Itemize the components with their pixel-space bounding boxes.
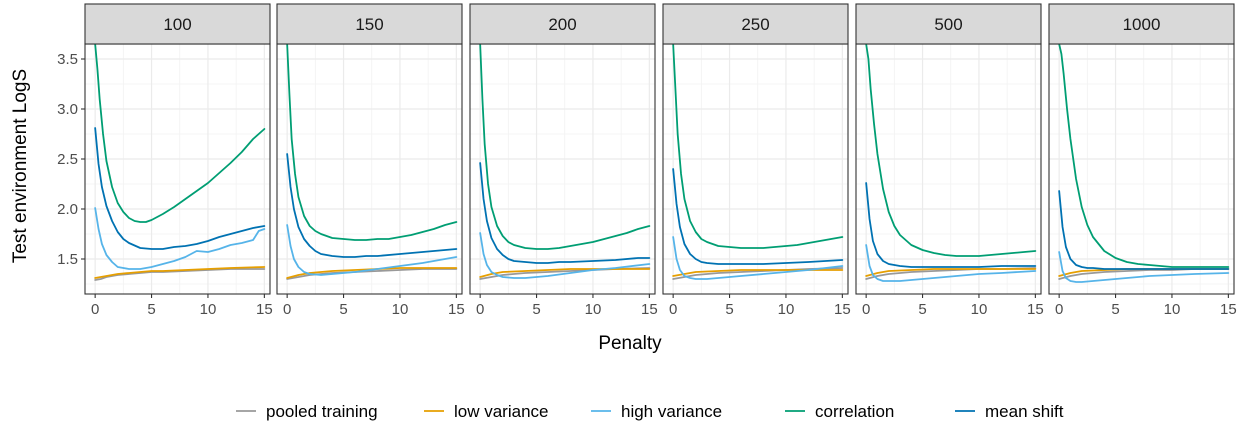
y-axis-title: Test environment LogS	[10, 69, 31, 263]
series-line-pooled-training	[94, 268, 266, 281]
panel-1000: 1000 0 5 10 15	[1048, 3, 1237, 318]
series-line-correlation	[94, 44, 266, 223]
series-line-high-variance	[672, 236, 844, 280]
x-tick-label: 15	[1220, 301, 1237, 318]
series-line-correlation	[865, 44, 1037, 257]
series-group	[865, 44, 1037, 282]
strip-label: 100	[163, 15, 191, 34]
panel-100: 100 0 5 10 15	[84, 3, 273, 318]
panel-background	[856, 44, 1041, 294]
strip-background	[1048, 3, 1235, 45]
y-tick-label: 2.0	[57, 201, 78, 218]
x-tick-label: 0	[862, 301, 870, 318]
x-tick-label: 5	[918, 301, 926, 318]
x-tick-label: 0	[669, 301, 677, 318]
series-line-low-variance	[865, 268, 1037, 277]
x-tick-label: 0	[91, 301, 99, 318]
series-line-high-variance	[94, 207, 266, 270]
x-tick-label: 5	[147, 301, 155, 318]
series-line-correlation	[1058, 44, 1230, 268]
x-tick-label: 0	[283, 301, 291, 318]
series-line-correlation	[479, 44, 651, 250]
series-line-mean-shift	[865, 182, 1037, 268]
series-line-high-variance	[479, 232, 651, 279]
series-line-high-variance	[286, 224, 458, 276]
x-tick-label: 10	[778, 301, 795, 318]
x-tick-label: 5	[339, 301, 347, 318]
series-line-high-variance	[865, 244, 1037, 282]
series-group	[286, 44, 458, 280]
series-line-low-variance	[94, 266, 266, 279]
strip-label: 200	[548, 15, 576, 34]
series-line-mean-shift	[479, 162, 651, 264]
x-tick-label: 15	[448, 301, 465, 318]
y-tick-label: 3.0	[57, 101, 78, 118]
y-tick-label: 2.5	[57, 151, 78, 168]
y-tick-label: 3.5	[57, 51, 78, 68]
panel-500: 500 0 5 10 15	[855, 3, 1044, 318]
panel-background	[663, 44, 848, 294]
x-tick-label: 10	[971, 301, 988, 318]
strip-background	[469, 3, 656, 45]
series-line-high-variance	[1058, 251, 1230, 283]
series-line-mean-shift	[672, 168, 844, 265]
x-tick-label: 0	[476, 301, 484, 318]
x-tick-label: 15	[834, 301, 851, 318]
x-tick-label: 15	[1027, 301, 1044, 318]
legend-label: pooled training	[266, 402, 378, 421]
strip-background	[84, 3, 271, 45]
legend-entry-high-variance: high variance	[591, 402, 722, 421]
legend-entry-low-variance: low variance	[424, 402, 549, 421]
legend-label: low variance	[454, 402, 549, 421]
legend-entry-correlation: correlation	[785, 402, 894, 421]
x-tick-label: 5	[532, 301, 540, 318]
strip-label: 250	[741, 15, 769, 34]
strip-background	[855, 3, 1042, 45]
strip-background	[276, 3, 463, 45]
series-group	[672, 44, 844, 280]
series-group	[1058, 44, 1230, 283]
x-tick-label: 0	[1055, 301, 1063, 318]
series-line-correlation	[672, 44, 844, 249]
series-line-mean-shift	[94, 127, 266, 250]
x-tick-label: 10	[1164, 301, 1181, 318]
series-group	[479, 44, 651, 280]
x-tick-label: 10	[392, 301, 409, 318]
series-group	[94, 44, 266, 281]
x-axis-title: Penalty	[598, 333, 662, 354]
x-tick-label: 10	[585, 301, 602, 318]
series-line-low-variance	[286, 267, 458, 279]
series-line-mean-shift	[286, 153, 458, 258]
panel-background	[1049, 44, 1234, 294]
legend-label: high variance	[621, 402, 722, 421]
x-tick-label: 15	[641, 301, 658, 318]
y-axis: 1.5 2.0 2.5 3.0 3.5	[57, 51, 85, 268]
panel-background	[470, 44, 655, 294]
series-line-correlation	[286, 44, 458, 241]
legend-label: correlation	[815, 402, 894, 421]
panel-background	[85, 44, 270, 294]
strip-label: 150	[355, 15, 383, 34]
panel-background	[277, 44, 462, 294]
x-tick-label: 15	[256, 301, 273, 318]
x-tick-label: 5	[725, 301, 733, 318]
strip-background	[662, 3, 849, 45]
legend: pooled training low variance high variance…	[236, 402, 1064, 421]
series-line-mean-shift	[1058, 190, 1230, 270]
panel-150: 150 0 5 10 15	[276, 3, 465, 318]
panel-250: 250 0 5 10 15	[662, 3, 851, 318]
x-tick-label: 10	[200, 301, 217, 318]
strip-label: 1000	[1123, 15, 1161, 34]
legend-entry-mean-shift: mean shift	[955, 402, 1064, 421]
legend-label: mean shift	[985, 402, 1064, 421]
y-tick-label: 1.5	[57, 251, 78, 268]
x-tick-label: 5	[1111, 301, 1119, 318]
strip-label: 500	[934, 15, 962, 34]
legend-entry-pooled-training: pooled training	[236, 402, 378, 421]
panel-200: 200 0 5 10 15	[469, 3, 658, 318]
